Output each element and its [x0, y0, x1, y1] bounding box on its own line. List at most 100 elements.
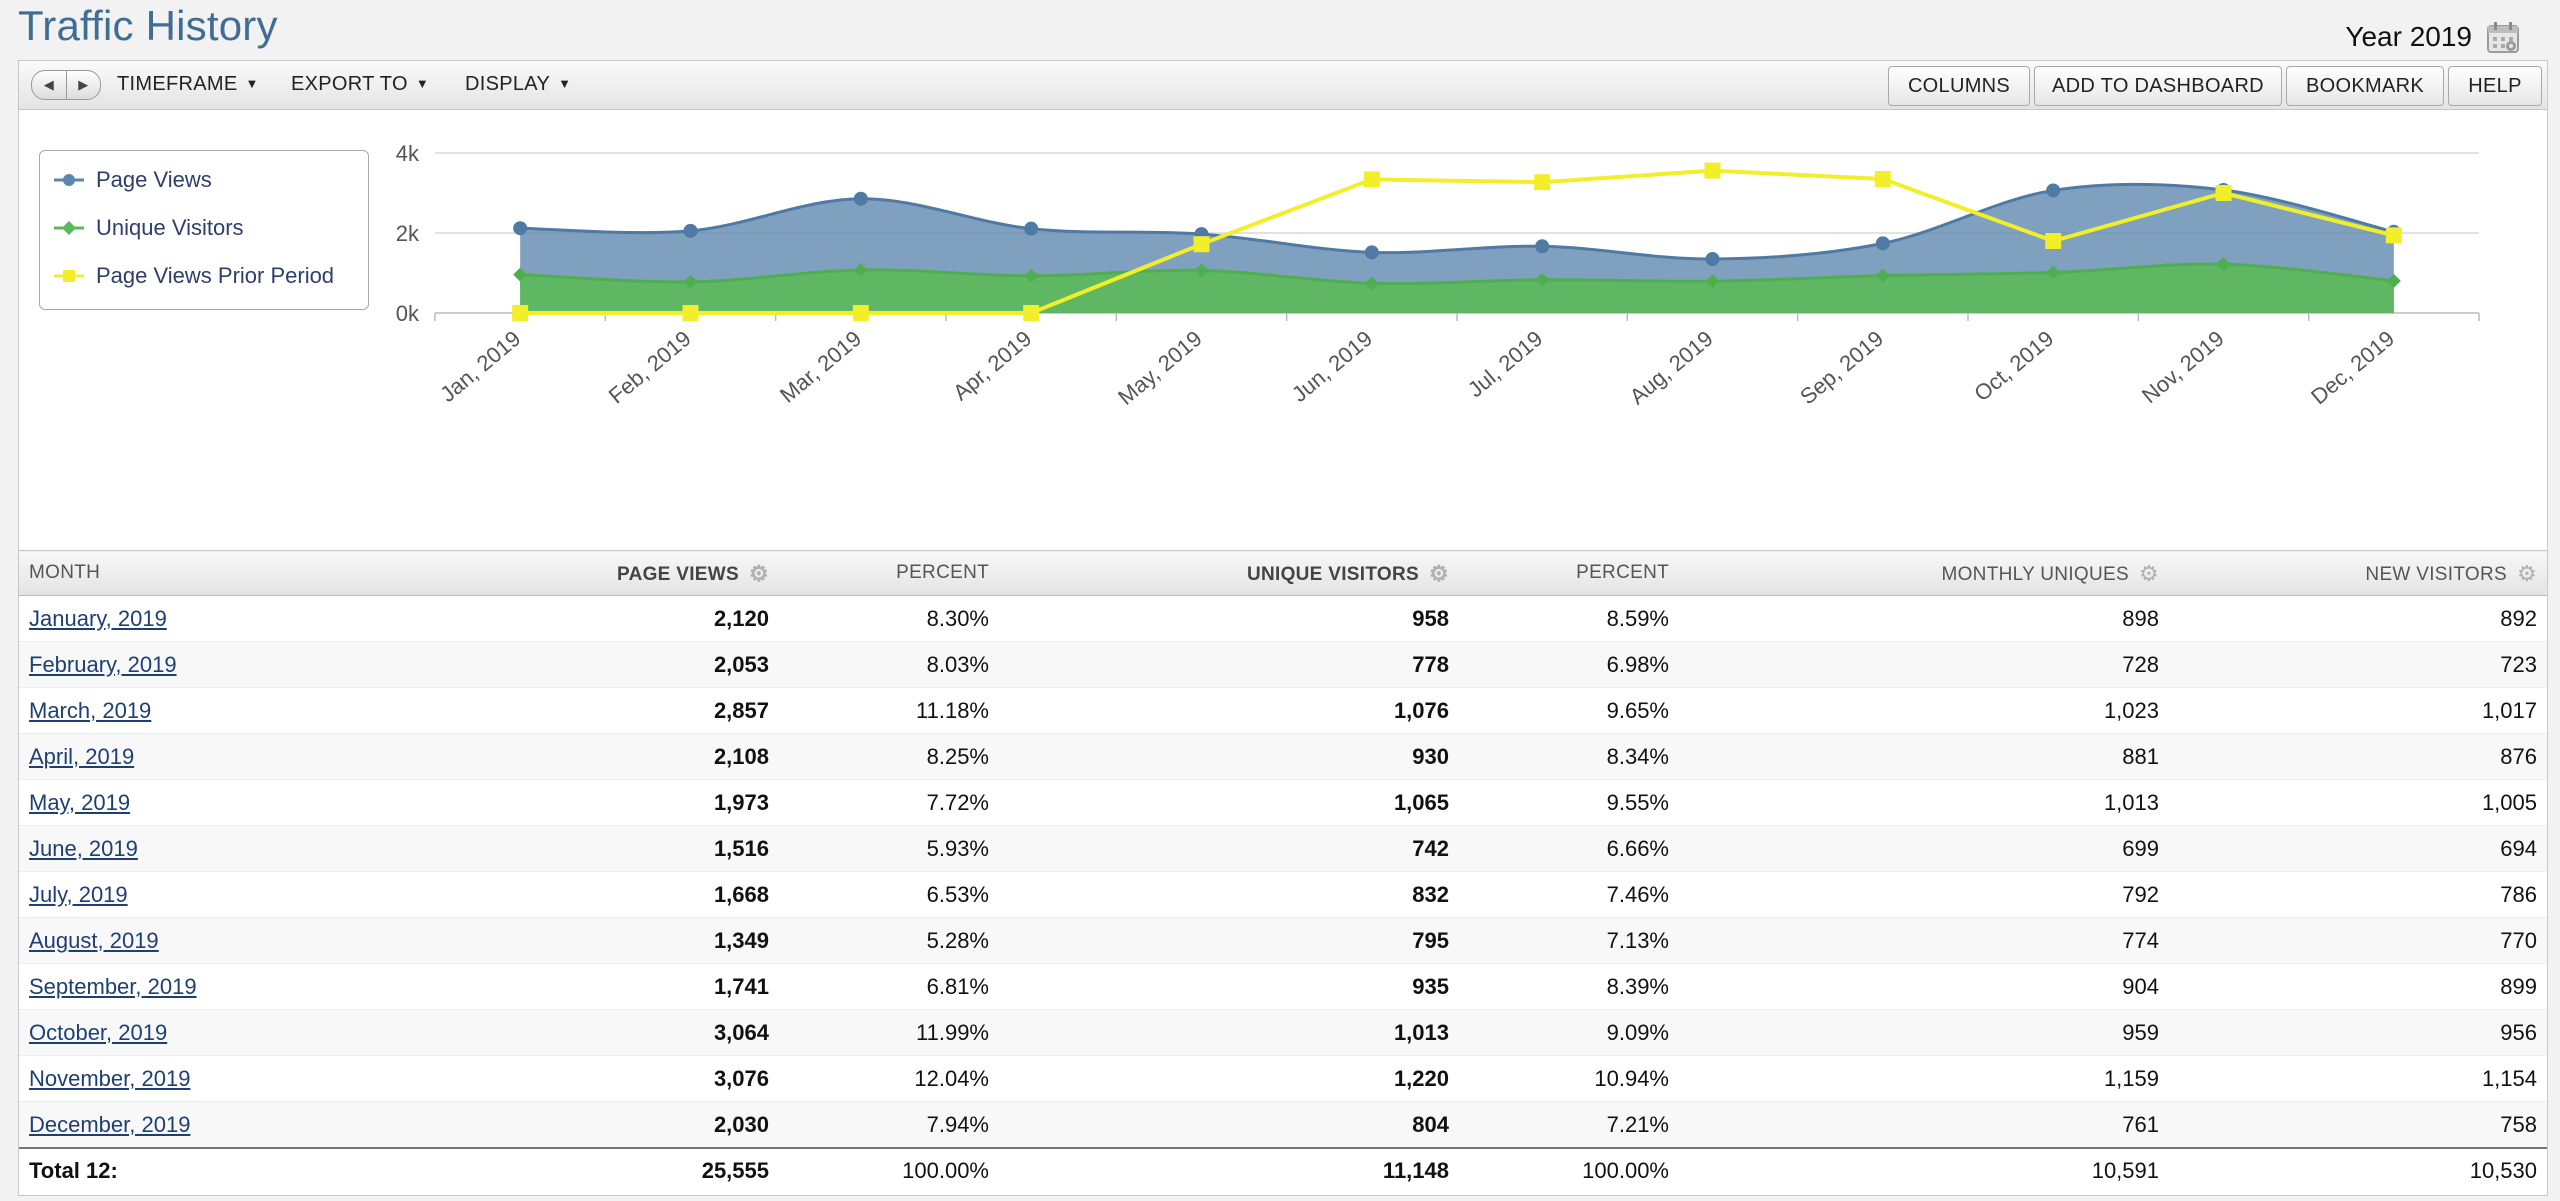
month-link[interactable]: January, 2019 — [29, 605, 167, 631]
cell-unique-visitors: 832 — [999, 871, 1459, 918]
y-tick-label: 2k — [396, 221, 420, 246]
prior-period-point[interactable] — [1704, 162, 1721, 179]
legend-item-unique-visitors[interactable]: Unique Visitors — [54, 213, 244, 243]
prior-period-point[interactable] — [1023, 305, 1040, 321]
unique-visitors-point[interactable] — [1364, 276, 1379, 291]
prior-period-point[interactable] — [1363, 171, 1380, 188]
unique-visitors-point[interactable] — [1024, 268, 1039, 283]
cell-month: October, 2019 — [19, 1009, 409, 1056]
page-views-point[interactable] — [1535, 239, 1550, 254]
page-views-point[interactable] — [1875, 236, 1890, 251]
prior-period-point[interactable] — [2385, 227, 2402, 244]
timeframe-menu[interactable]: TIMEFRAME ▼ — [117, 73, 259, 96]
page-views-point[interactable] — [1364, 245, 1379, 260]
series-line-prior-period — [520, 168, 2395, 315]
cell-percent: 5.28% — [779, 917, 999, 964]
col-monthly-uniques[interactable]: MONTHLY UNIQUES ⚙ — [1679, 550, 2169, 596]
caret-down-icon: ▼ — [558, 76, 572, 91]
page-views-point[interactable] — [853, 191, 868, 206]
legend-label: Page Views Prior Period — [96, 263, 335, 288]
unique-visitors-point[interactable] — [683, 274, 698, 289]
col-new-visitors[interactable]: NEW VISITORS ⚙ — [2169, 550, 2547, 596]
cell-percent-2: 8.34% — [1459, 733, 1679, 780]
x-tick-label: Aug, 2019 — [1625, 326, 1718, 410]
gear-icon[interactable]: ⚙ — [748, 561, 769, 586]
cell-page-views: 1,668 — [409, 871, 779, 918]
table-row: June, 2019 1,516 5.93% 742 6.66% 699 694 — [19, 825, 2547, 872]
col-percent-2[interactable]: PERCENT — [1459, 550, 1679, 596]
gear-icon[interactable]: ⚙ — [2516, 561, 2537, 586]
cell-percent-2: 6.66% — [1459, 825, 1679, 872]
legend-item-page-views[interactable]: Page Views — [54, 165, 212, 195]
export-label: EXPORT TO — [291, 73, 408, 95]
page-views-point[interactable] — [683, 223, 698, 238]
page-views-point[interactable] — [1705, 252, 1720, 267]
page-views-point[interactable] — [2046, 183, 2061, 198]
next-arrow-icon[interactable]: ▶ — [78, 77, 89, 92]
cell-percent: 8.30% — [779, 595, 999, 642]
cell-percent-2: 7.46% — [1459, 871, 1679, 918]
unique-visitors-point[interactable] — [1875, 268, 1890, 283]
month-link[interactable]: June, 2019 — [29, 835, 138, 861]
month-link[interactable]: December, 2019 — [29, 1111, 191, 1137]
month-link[interactable]: February, 2019 — [29, 651, 177, 677]
calendar-icon[interactable] — [2486, 20, 2520, 54]
prior-period-point[interactable] — [1193, 236, 1210, 253]
col-unique-visitors[interactable]: UNIQUE VISITORS ⚙ — [999, 550, 1459, 596]
prior-period-point[interactable] — [1534, 174, 1551, 191]
display-label: DISPLAY — [465, 73, 551, 95]
unique-visitors-point[interactable] — [1705, 274, 1720, 289]
cell-page-views: 2,857 — [409, 687, 779, 734]
cell-unique-visitors: 958 — [999, 595, 1459, 642]
bookmark-button[interactable]: BOOKMARK — [2286, 66, 2444, 106]
cell-percent: 12.04% — [779, 1055, 999, 1102]
unique-visitors-point[interactable] — [513, 267, 528, 282]
prior-period-point[interactable] — [852, 305, 869, 321]
cell-percent-2: 9.65% — [1459, 687, 1679, 734]
cell-percent: 8.03% — [779, 641, 999, 688]
unique-visitors-point[interactable] — [853, 262, 868, 277]
add-to-dashboard-button[interactable]: ADD TO DASHBOARD — [2034, 66, 2282, 106]
cell-percent-2: 10.94% — [1459, 1055, 1679, 1102]
prior-period-point[interactable] — [2215, 185, 2232, 201]
prev-arrow-icon[interactable]: ◀ — [32, 71, 67, 99]
cell-new-visitors: 1,017 — [2169, 687, 2547, 734]
month-link[interactable]: March, 2019 — [29, 697, 152, 723]
total-value: 100.00% — [1459, 1147, 1679, 1193]
cell-new-visitors: 786 — [2169, 871, 2547, 918]
prior-period-point[interactable] — [2045, 233, 2062, 249]
month-link[interactable]: April, 2019 — [29, 743, 135, 769]
page-views-point[interactable] — [1024, 221, 1039, 236]
cell-monthly-uniques: 761 — [1679, 1101, 2169, 1149]
unique-visitors-point[interactable] — [2216, 257, 2231, 272]
month-link[interactable]: October, 2019 — [29, 1019, 168, 1045]
month-link[interactable]: August, 2019 — [29, 927, 159, 953]
month-link[interactable]: May, 2019 — [29, 789, 131, 815]
month-link[interactable]: November, 2019 — [29, 1065, 191, 1091]
month-link[interactable]: September, 2019 — [29, 973, 197, 999]
prior-period-point[interactable] — [682, 305, 699, 321]
legend-item-prior-period[interactable]: Page Views Prior Period — [54, 261, 334, 291]
prior-period-point[interactable] — [512, 305, 529, 321]
cell-new-visitors: 1,154 — [2169, 1055, 2547, 1102]
period-selector[interactable]: Year 2019 — [2345, 20, 2520, 54]
columns-button[interactable]: COLUMNS — [1888, 66, 2030, 106]
month-link[interactable]: July, 2019 — [29, 881, 128, 907]
col-percent[interactable]: PERCENT — [779, 550, 999, 596]
unique-visitors-point[interactable] — [1194, 263, 1209, 278]
gear-icon[interactable]: ⚙ — [1428, 561, 1449, 586]
prior-period-point[interactable] — [1874, 171, 1891, 187]
unique-visitors-point[interactable] — [2386, 273, 2401, 288]
col-month[interactable]: MONTH — [19, 550, 409, 596]
cell-month: November, 2019 — [19, 1055, 409, 1102]
unique-visitors-point[interactable] — [1535, 272, 1550, 287]
cell-percent: 11.99% — [779, 1009, 999, 1056]
export-menu[interactable]: EXPORT TO ▼ — [291, 73, 429, 96]
display-menu[interactable]: DISPLAY ▼ — [465, 73, 571, 96]
col-page-views[interactable]: PAGE VIEWS ⚙ — [409, 550, 779, 596]
page-views-point[interactable] — [513, 221, 528, 236]
cell-percent: 11.18% — [779, 687, 999, 734]
help-button[interactable]: HELP — [2448, 66, 2542, 106]
total-value: 100.00% — [779, 1147, 999, 1193]
gear-icon[interactable]: ⚙ — [2138, 561, 2159, 586]
